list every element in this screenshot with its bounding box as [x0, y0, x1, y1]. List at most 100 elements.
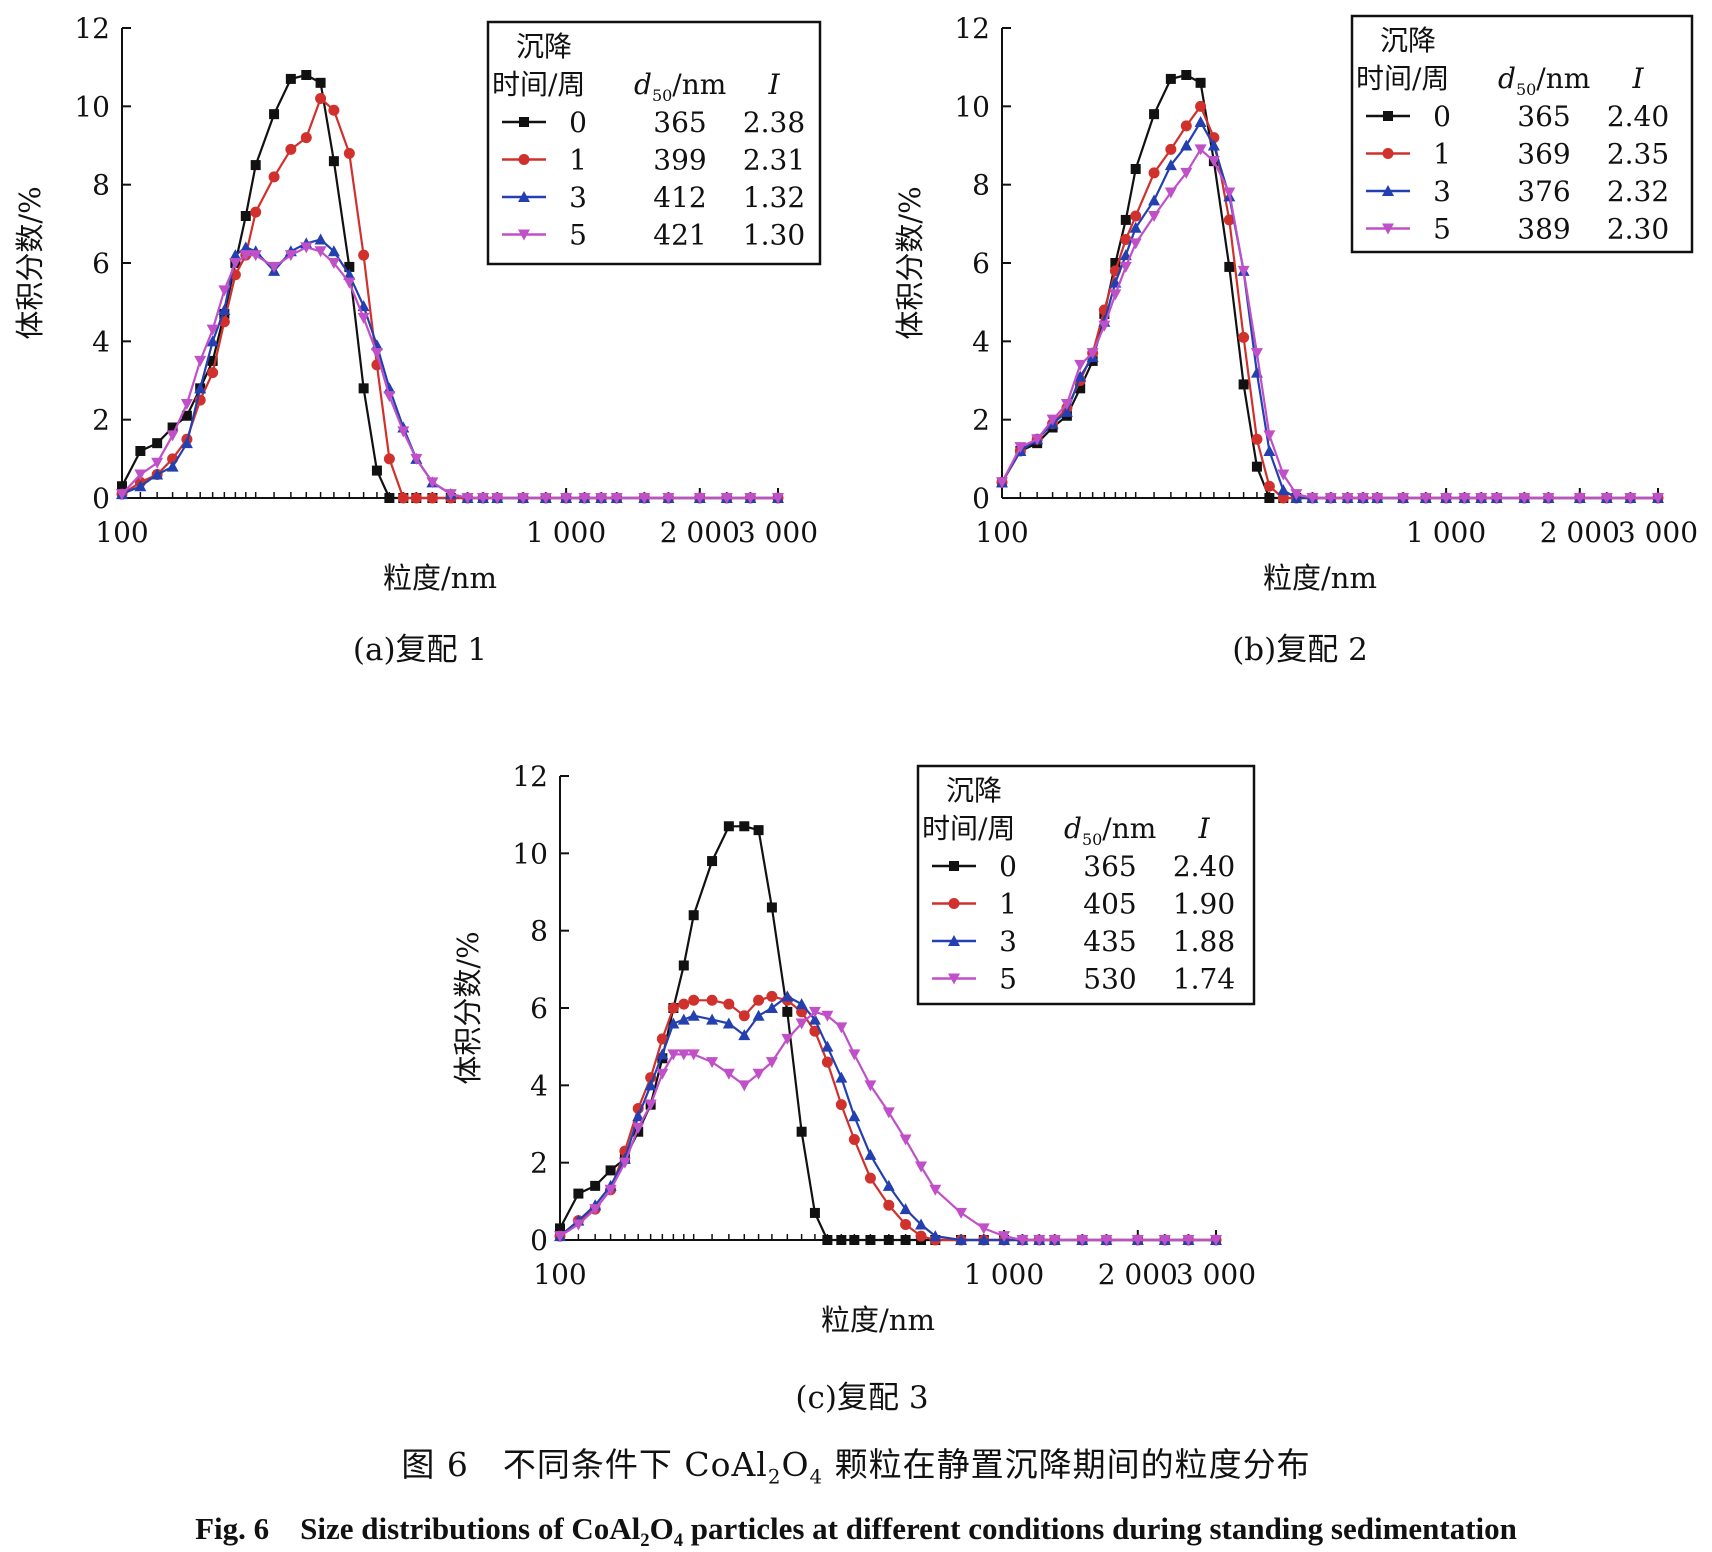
- data-point-1: [328, 104, 340, 116]
- data-point-5: [206, 324, 219, 336]
- data-point-0: [1165, 73, 1176, 84]
- data-point-5: [194, 355, 207, 367]
- legend-box: [916, 764, 1256, 1006]
- data-point-5: [268, 261, 281, 273]
- legend-marker-0: [949, 861, 959, 871]
- data-point-3: [821, 1040, 834, 1052]
- legend-d50-value: 376: [1517, 175, 1570, 208]
- data-point-5: [693, 493, 706, 504]
- data-point-0: [1224, 261, 1235, 272]
- data-point-1: [315, 93, 327, 104]
- legend-header-d50: d50/nm: [634, 68, 726, 105]
- x-tick-label: 100: [95, 516, 148, 549]
- y-tick-label: 6: [92, 247, 110, 280]
- y-tick-label: 10: [512, 837, 548, 870]
- data-point-1: [343, 147, 355, 159]
- y-tick-label: 0: [530, 1224, 548, 1257]
- data-point-3: [899, 1203, 912, 1215]
- y-axis-title: 体积分数/%: [451, 931, 485, 1084]
- data-point-1: [667, 1002, 679, 1014]
- data-point-5: [1600, 493, 1613, 504]
- y-tick-label: 0: [92, 482, 110, 515]
- legend-d50-value: 365: [1517, 100, 1570, 133]
- data-point-3: [667, 1017, 680, 1029]
- data-point-5: [808, 1006, 821, 1018]
- caption-en-sub1: 2: [640, 1530, 650, 1552]
- data-point-5: [426, 477, 439, 489]
- legend-d50-value: 530: [1083, 963, 1136, 996]
- data-point-5: [134, 469, 147, 481]
- series-line-5: [121, 246, 778, 500]
- legend-series-name: 5: [1433, 213, 1451, 246]
- data-point-5: [491, 493, 504, 504]
- data-point-5: [1098, 320, 1111, 332]
- caption-cn-sub1: 2: [767, 1465, 782, 1489]
- data-point-5: [1194, 144, 1207, 156]
- data-point-5: [1086, 348, 1099, 360]
- legend-box: [1350, 14, 1694, 254]
- data-point-1: [268, 171, 280, 183]
- caption-en-prefix: Fig. 6 Size distributions of CoAl: [195, 1511, 641, 1546]
- y-tick-label: 6: [530, 992, 548, 1025]
- data-point-5: [410, 453, 423, 465]
- data-point-5: [1048, 1235, 1061, 1246]
- data-point-3: [677, 1013, 690, 1025]
- data-point-5: [1371, 493, 1384, 504]
- legend-series-name: 0: [569, 106, 587, 139]
- legend-d50-value: 389: [1517, 213, 1570, 246]
- data-point-0: [117, 481, 127, 492]
- x-tick-label: 100: [533, 1258, 586, 1291]
- data-point-5: [677, 1049, 690, 1061]
- data-point-5: [795, 1018, 808, 1030]
- data-point-3: [706, 1013, 719, 1025]
- data-point-5: [1158, 1235, 1171, 1246]
- legend-series-name: 5: [999, 963, 1017, 996]
- legend-series-name: 3: [569, 181, 587, 214]
- data-point-5: [1223, 187, 1236, 199]
- data-point-1: [1148, 167, 1160, 179]
- data-point-3: [835, 1071, 848, 1083]
- legend-header-d50: d50/nm: [1498, 62, 1590, 99]
- data-point-5: [300, 242, 313, 254]
- y-tick-label: 8: [530, 915, 548, 948]
- data-point-3: [915, 1218, 928, 1230]
- data-point-0: [1181, 70, 1192, 80]
- data-point-1: [300, 132, 312, 144]
- data-point-3: [383, 382, 396, 394]
- data-point-5: [687, 1049, 700, 1061]
- data-point-5: [284, 250, 297, 262]
- data-point-5: [955, 1207, 968, 1219]
- series-5: [996, 144, 1664, 504]
- data-point-5: [180, 399, 193, 410]
- data-point-5: [1148, 211, 1161, 222]
- data-point-5: [1290, 489, 1303, 501]
- data-point-0: [1238, 379, 1249, 390]
- data-point-5: [554, 1231, 566, 1243]
- data-point-3: [738, 1029, 751, 1041]
- data-point-0: [207, 355, 218, 366]
- data-point-0: [678, 960, 689, 971]
- y-tick-label: 12: [954, 12, 990, 45]
- data-point-5: [1210, 1235, 1222, 1246]
- data-point-3: [229, 249, 242, 261]
- data-point-5: [1074, 359, 1087, 371]
- data-point-5: [461, 493, 474, 504]
- x-tick-label: 1 000: [1406, 516, 1486, 549]
- data-point-3: [1060, 405, 1073, 417]
- data-point-5: [383, 391, 396, 403]
- data-point-5: [610, 493, 623, 504]
- data-point-0: [371, 465, 382, 476]
- data-point-5: [632, 1122, 645, 1134]
- data-point-5: [1033, 1235, 1046, 1246]
- data-point-5: [720, 493, 733, 504]
- legend-series-name: 0: [999, 850, 1017, 883]
- data-point-0: [753, 825, 764, 836]
- legend-series-name: 0: [1433, 100, 1451, 133]
- data-point-3: [864, 1148, 877, 1160]
- data-point-5: [656, 1068, 669, 1080]
- series-3: [116, 233, 784, 503]
- x-tick-label: 2 000: [660, 516, 740, 549]
- data-point-5: [239, 250, 252, 262]
